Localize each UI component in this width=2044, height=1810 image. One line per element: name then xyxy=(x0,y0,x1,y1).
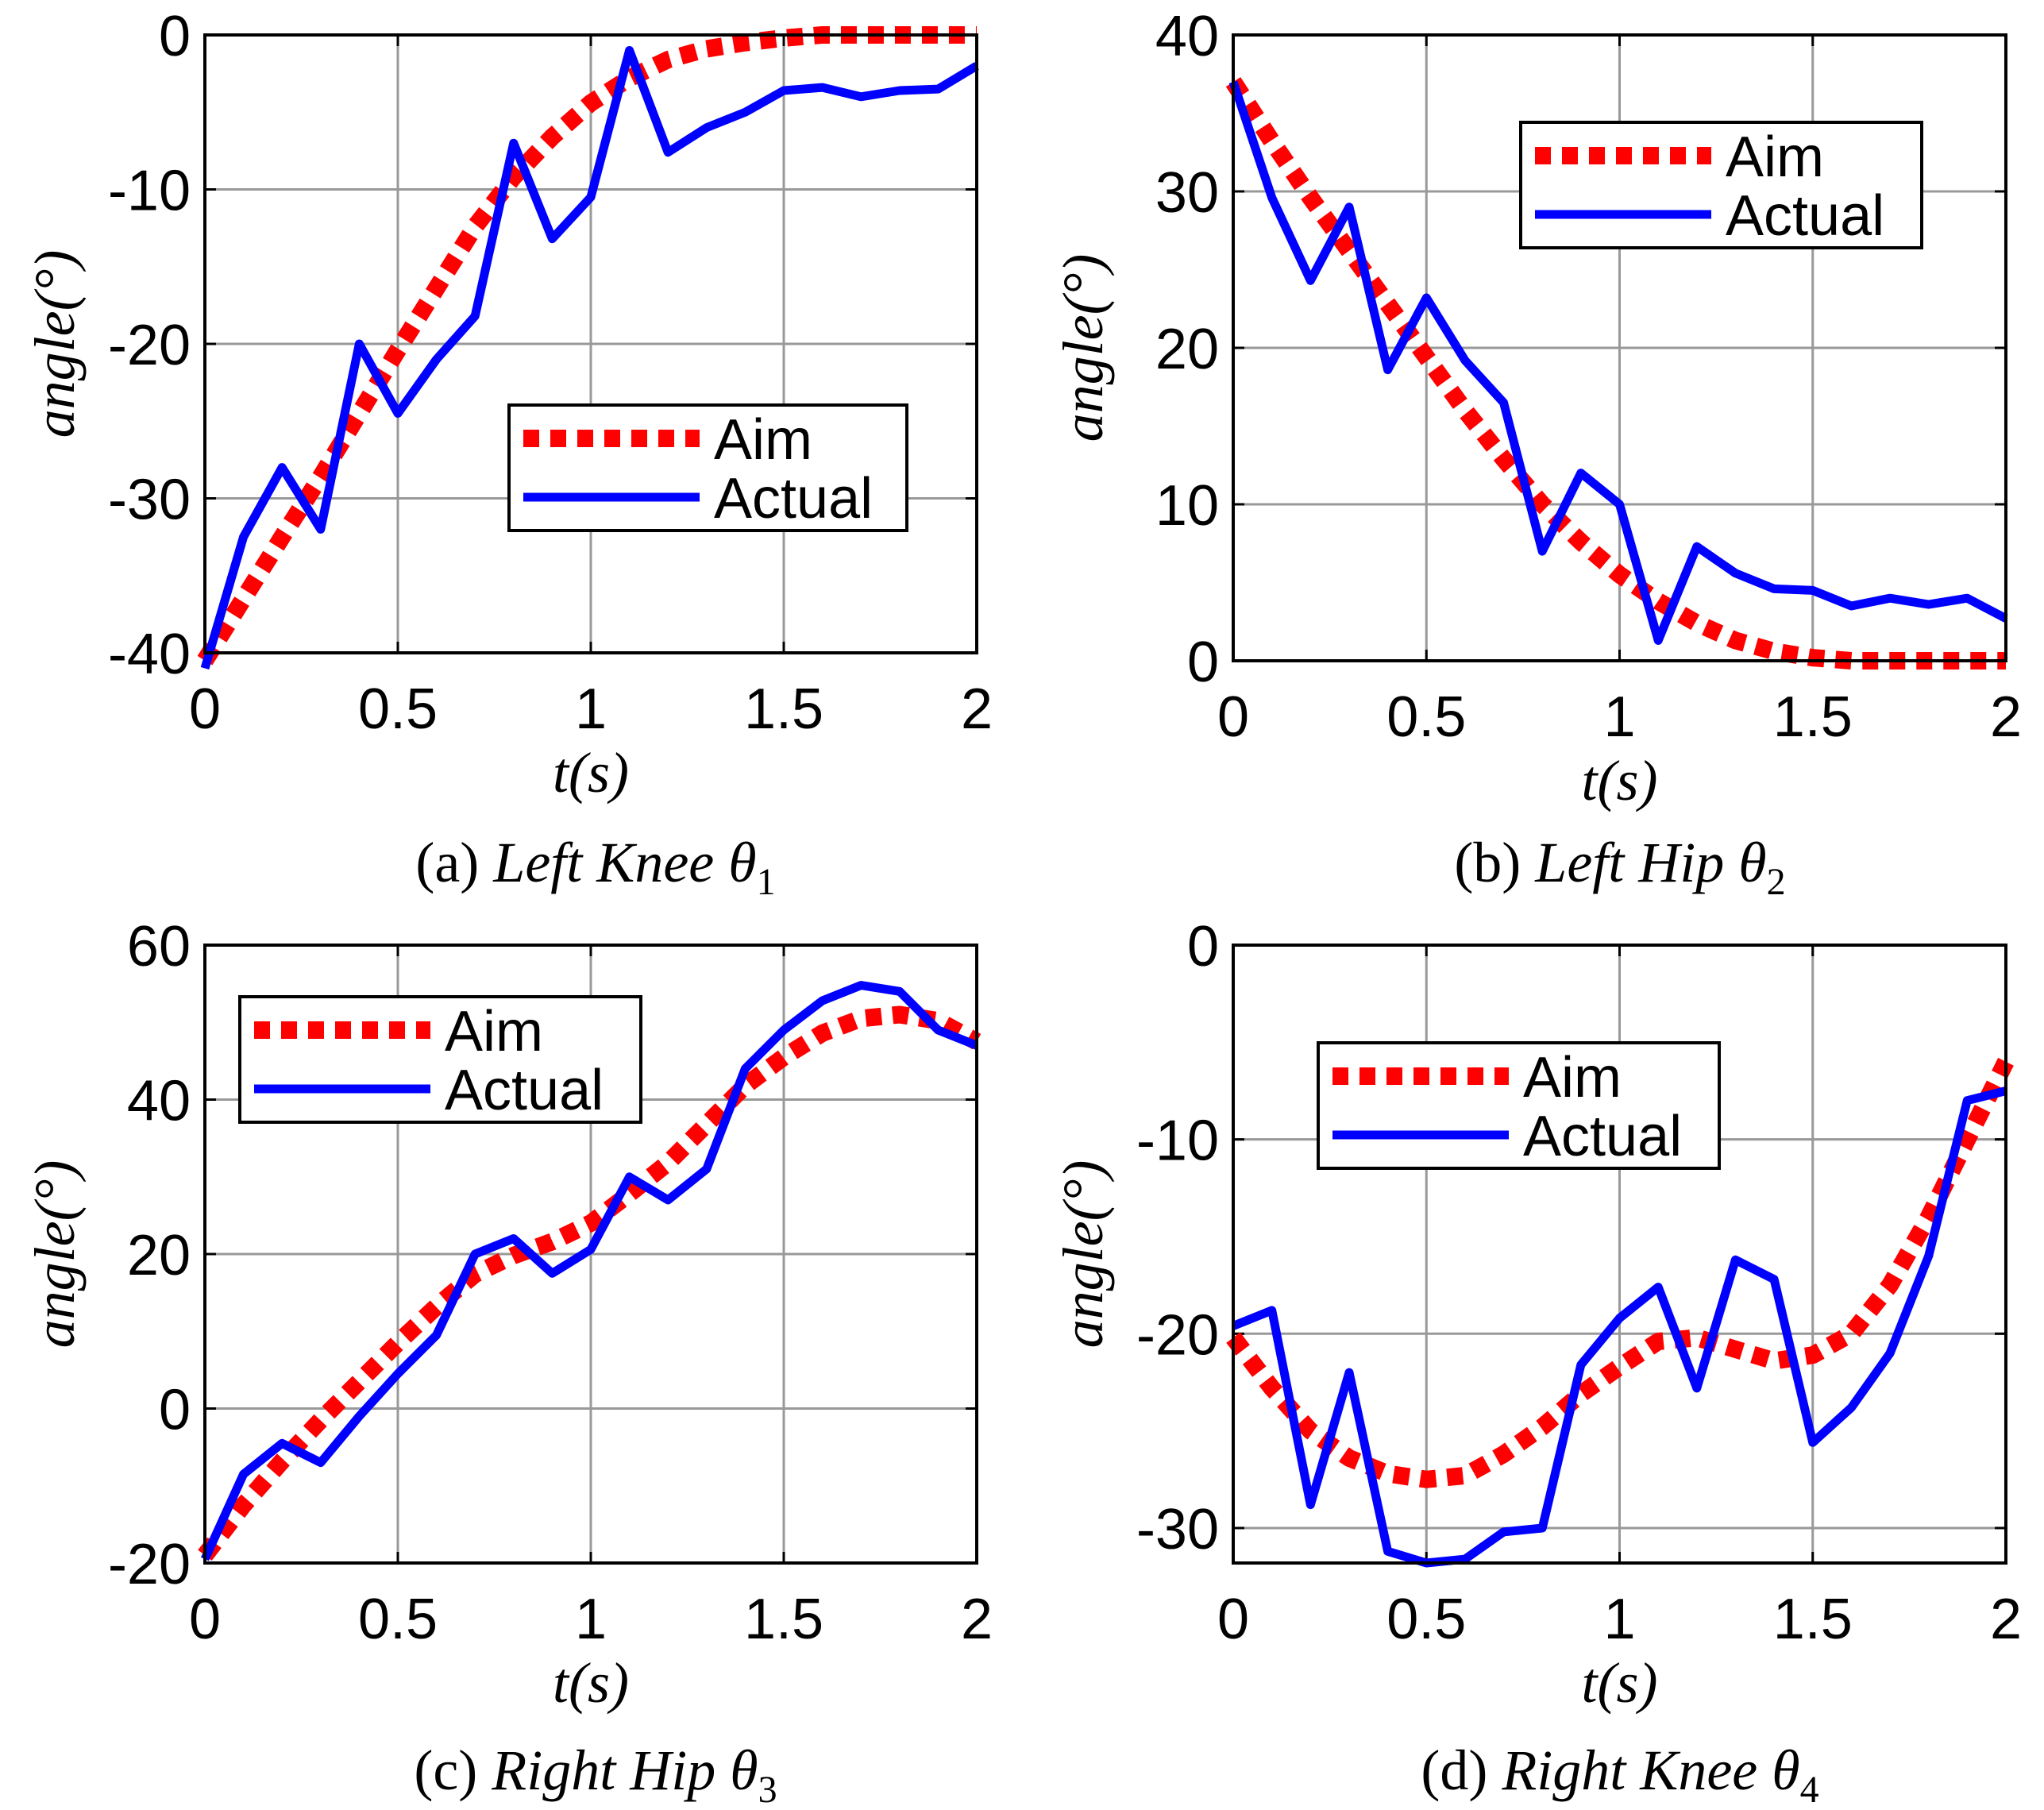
legend-label-aim: Aim xyxy=(445,1000,543,1063)
y-tick-label: 40 xyxy=(127,1070,191,1133)
caption-prefix: (d) xyxy=(1421,1739,1502,1802)
y-tick-label: 10 xyxy=(1155,474,1219,538)
legend-label-aim: Aim xyxy=(1726,125,1824,189)
x-tick-label: 0 xyxy=(1217,685,1249,749)
y-tick-label: 0 xyxy=(1187,631,1219,694)
y-axis-label: angle(°) xyxy=(1051,254,1115,442)
axes-box xyxy=(203,944,978,1565)
caption-subscript: 2 xyxy=(1767,861,1786,903)
legend-box xyxy=(1519,121,1923,249)
y-tick-label: 40 xyxy=(1155,5,1219,68)
x-tick-label: 0 xyxy=(189,1588,221,1651)
x-tick-label: 1.5 xyxy=(744,677,823,741)
y-tick-label: 30 xyxy=(1155,161,1219,225)
caption-title: Left Hip xyxy=(1534,831,1738,894)
y-tick-label: -30 xyxy=(1136,1498,1219,1561)
panel-b: 0 0.5 1 1.5 2010203040AimActualt(s)angle(°)(… xyxy=(1051,5,2022,903)
y-tick-label: 60 xyxy=(127,915,191,978)
x-tick-label: 2 xyxy=(961,677,993,741)
y-tick-label: -20 xyxy=(1136,1303,1219,1367)
panel-caption: (a) Left Knee θ1 xyxy=(415,831,775,903)
x-tick-label: 2 xyxy=(1990,1588,2022,1651)
x-tick-label: 1.5 xyxy=(1773,1588,1853,1651)
x-tick-label: 1.5 xyxy=(744,1588,823,1651)
axes-box xyxy=(1232,944,2007,1565)
legend-box xyxy=(238,995,642,1124)
caption-subscript: 4 xyxy=(1800,1769,1819,1810)
y-tick-label: -20 xyxy=(108,1533,191,1596)
y-tick-label: 0 xyxy=(1187,915,1219,978)
caption-symbol: θ xyxy=(728,831,756,894)
x-tick-label: 1 xyxy=(575,1588,607,1651)
panel-caption: (b) Left Hip θ2 xyxy=(1454,831,1785,903)
legend-label-actual: Actual xyxy=(1523,1105,1682,1168)
caption-symbol: θ xyxy=(1738,831,1766,894)
y-tick-label: 20 xyxy=(1155,318,1219,381)
x-tick-label: 2 xyxy=(961,1588,993,1651)
series-line-actual xyxy=(200,981,979,1561)
caption-title: Right Hip xyxy=(491,1739,730,1802)
caption-prefix: (c) xyxy=(414,1739,492,1802)
x-axis-label: t(s) xyxy=(553,1651,629,1715)
y-tick-label: -20 xyxy=(108,314,191,377)
x-tick-label: 0 xyxy=(1217,1588,1249,1651)
legend-label-aim: Aim xyxy=(1523,1046,1622,1110)
axes-box xyxy=(203,33,978,654)
series-line-actual xyxy=(1231,1086,2007,1568)
y-tick-label: 20 xyxy=(127,1224,191,1287)
legend-box xyxy=(507,403,908,532)
x-tick-label: 0.5 xyxy=(1386,1588,1466,1651)
x-tick-label: 0.5 xyxy=(358,677,438,741)
x-axis-label: t(s) xyxy=(553,741,629,805)
x-tick-label: 1 xyxy=(1603,1588,1635,1651)
y-axis-label: angle(°) xyxy=(23,250,87,438)
legend-label-aim: Aim xyxy=(714,408,812,472)
x-tick-label: 2 xyxy=(1990,685,2022,749)
axes-box xyxy=(1232,33,2007,662)
x-tick-label: 1 xyxy=(575,677,607,741)
caption-symbol: θ xyxy=(1772,1739,1799,1802)
caption-subscript: 3 xyxy=(758,1769,777,1810)
series-line-aim xyxy=(198,1005,982,1561)
x-tick-label: 1 xyxy=(1603,685,1635,749)
legend-label-actual: Actual xyxy=(1726,184,1884,248)
panel-c: 0 0.5 1 1.5 2-200204060AimActualt(s)angle(°)… xyxy=(23,915,993,1810)
series-line-actual xyxy=(200,46,979,670)
y-tick-label: -10 xyxy=(108,160,191,223)
x-tick-label: 0.5 xyxy=(1386,685,1466,749)
series-line-aim xyxy=(1226,1057,2014,1488)
x-tick-label: 0.5 xyxy=(358,1588,438,1651)
caption-symbol: θ xyxy=(730,1739,758,1802)
caption-prefix: (a) xyxy=(415,831,493,894)
caption-prefix: (b) xyxy=(1454,831,1535,894)
x-axis-label: t(s) xyxy=(1582,749,1658,812)
y-axis-label: angle(°) xyxy=(23,1160,87,1349)
y-tick-label: 0 xyxy=(159,1379,191,1442)
y-tick-label: -40 xyxy=(108,623,191,686)
y-axis-label: angle(°) xyxy=(1051,1160,1115,1349)
y-tick-label: -10 xyxy=(1136,1110,1219,1173)
x-axis-label: t(s) xyxy=(1582,1651,1658,1715)
x-tick-label: 0 xyxy=(189,677,221,741)
legend-label-actual: Actual xyxy=(714,467,873,531)
panel-caption: (d) Right Knee θ4 xyxy=(1421,1739,1818,1810)
series-line-actual xyxy=(1228,80,2008,645)
legend-label-actual: Actual xyxy=(445,1059,604,1122)
legend-box xyxy=(1317,1041,1721,1170)
panel-caption: (c) Right Hip θ3 xyxy=(414,1739,777,1810)
caption-subscript: 1 xyxy=(757,861,776,903)
x-tick-label: 1.5 xyxy=(1773,685,1853,749)
caption-title: Left Knee xyxy=(492,831,728,894)
y-tick-label: -30 xyxy=(108,469,191,532)
caption-title: Right Knee xyxy=(1501,1739,1772,1802)
y-tick-label: 0 xyxy=(159,5,191,68)
